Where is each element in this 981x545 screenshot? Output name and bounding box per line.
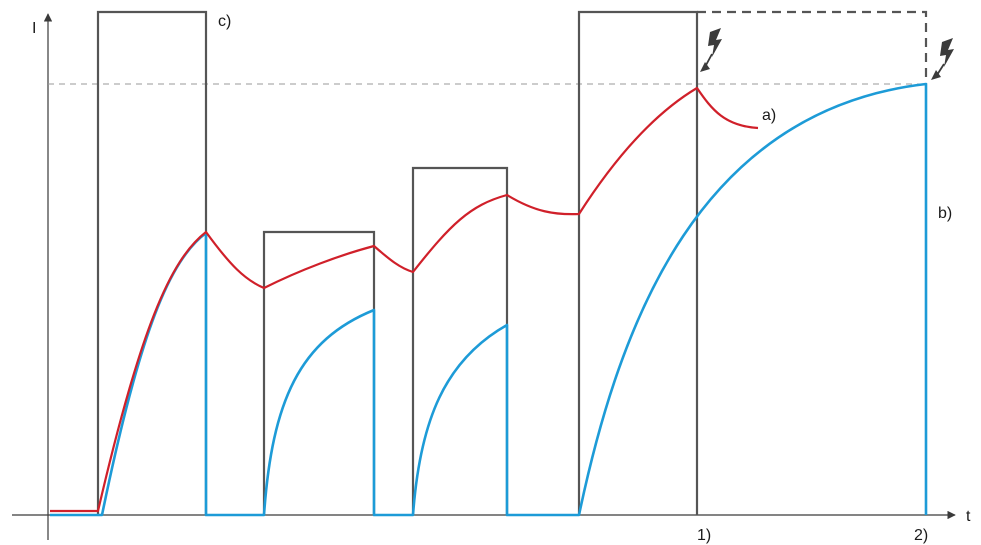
thermal-curve-a	[50, 86, 759, 513]
lightning-bolt-icon	[931, 38, 954, 80]
current-pulse-1	[96, 10, 208, 515]
curve-a-label: a)	[762, 107, 776, 124]
time-mark-2-label: 2)	[914, 527, 928, 544]
curve-c-label: c)	[218, 13, 231, 30]
curve-b-label: b)	[938, 205, 952, 222]
reference-curve-b	[50, 82, 928, 517]
current-pulse-2	[262, 230, 376, 515]
current-pulse-4	[577, 10, 699, 515]
time-mark-1-label: 1)	[697, 527, 711, 544]
x-axis-label: t	[966, 508, 971, 525]
current-pulse-4-extension	[697, 10, 928, 84]
lightning-bolt-icon	[700, 28, 722, 72]
y-axis-label: I	[32, 20, 36, 37]
